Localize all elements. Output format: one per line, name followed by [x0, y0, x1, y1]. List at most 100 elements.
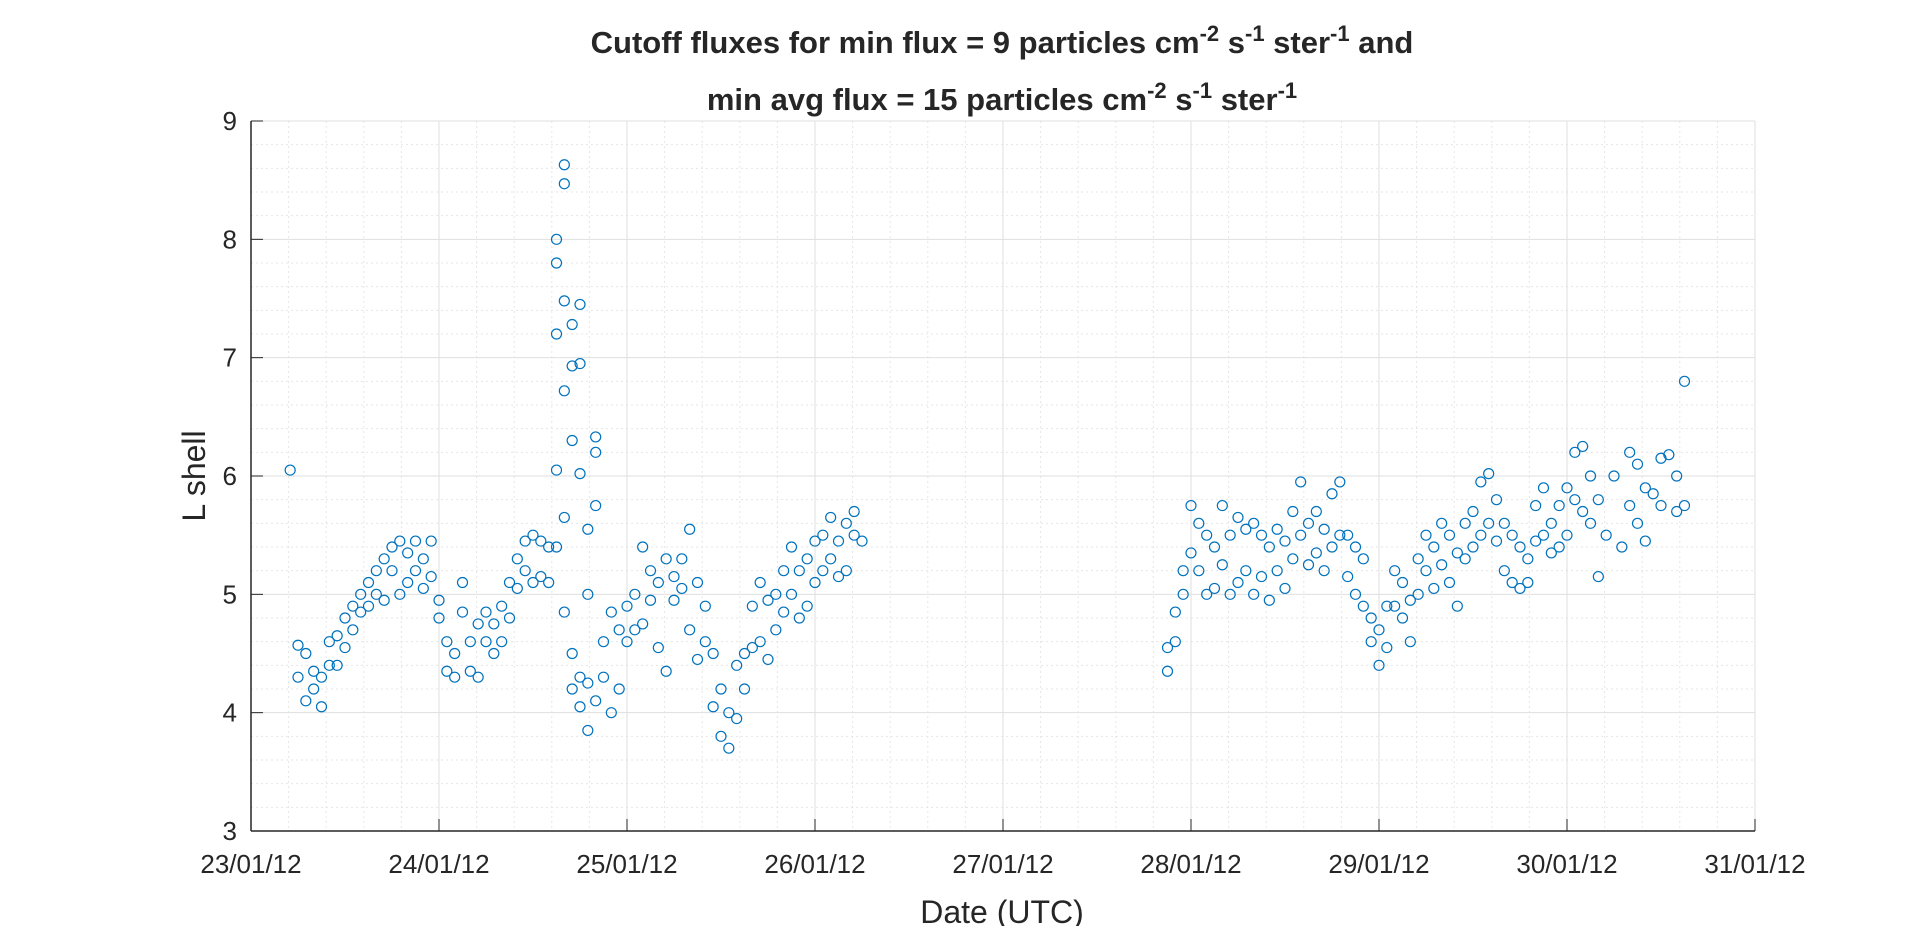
title-text: s — [1219, 25, 1245, 60]
point — [433, 612, 445, 624]
point — [825, 511, 837, 524]
point — [629, 588, 641, 600]
point — [644, 594, 657, 606]
point — [825, 553, 837, 565]
point — [1365, 612, 1377, 624]
point — [778, 606, 790, 618]
point — [715, 730, 727, 742]
point — [1561, 482, 1573, 494]
point — [441, 665, 453, 677]
chart-title: Cutoff fluxes for min flux = 9 particles… — [591, 21, 1414, 117]
point — [449, 647, 461, 660]
title-superscript: -2 — [1147, 78, 1167, 103]
title-text: Cutoff fluxes for min flux = 9 particles… — [591, 25, 1200, 60]
point — [1185, 499, 1197, 512]
point — [1569, 446, 1581, 458]
point — [1514, 541, 1526, 553]
point — [605, 606, 617, 618]
title-superscript: -1 — [1330, 21, 1350, 46]
point — [488, 618, 500, 630]
point — [339, 612, 351, 624]
point — [558, 511, 570, 524]
point — [762, 653, 774, 666]
point — [566, 683, 578, 695]
point — [1624, 499, 1636, 512]
point — [496, 600, 508, 612]
point — [558, 385, 570, 397]
point — [660, 665, 672, 677]
point — [1404, 636, 1416, 648]
point — [723, 742, 735, 754]
point — [355, 606, 367, 618]
point — [1412, 588, 1424, 600]
point — [1569, 494, 1581, 506]
point — [1671, 505, 1683, 518]
point — [1365, 636, 1377, 648]
point — [1592, 570, 1604, 583]
point — [386, 565, 398, 577]
point — [503, 612, 516, 624]
point — [339, 641, 351, 654]
point — [417, 553, 429, 565]
point — [1577, 505, 1589, 518]
point — [315, 671, 328, 683]
title-superscript: -1 — [1193, 78, 1213, 103]
point — [519, 535, 531, 547]
point — [1271, 523, 1283, 535]
point — [1342, 529, 1354, 541]
point — [1631, 458, 1644, 470]
point — [574, 298, 586, 311]
point — [566, 647, 578, 660]
point — [1608, 470, 1620, 482]
point — [809, 576, 821, 589]
point — [699, 600, 711, 612]
point — [1443, 529, 1456, 541]
point — [590, 499, 602, 512]
point — [731, 712, 743, 725]
point — [1396, 576, 1409, 589]
title-text: ster — [1265, 25, 1330, 60]
point — [1216, 559, 1228, 571]
point — [1537, 482, 1550, 494]
point — [1318, 523, 1330, 535]
point — [1396, 612, 1409, 624]
point — [684, 624, 696, 636]
point — [746, 641, 758, 654]
point — [378, 553, 390, 565]
point — [770, 624, 782, 636]
point — [527, 529, 539, 541]
x-axis-label: Date (UTC) — [920, 894, 1084, 926]
point — [378, 594, 390, 606]
point — [308, 665, 320, 677]
point — [362, 600, 375, 612]
point — [770, 588, 782, 600]
point — [691, 653, 704, 666]
point — [1287, 553, 1299, 565]
point — [386, 541, 398, 553]
point — [1506, 576, 1518, 589]
point — [1443, 576, 1456, 589]
point — [1302, 559, 1315, 571]
point — [1671, 470, 1683, 482]
point — [543, 576, 555, 589]
point — [1553, 541, 1565, 553]
point — [1592, 494, 1604, 506]
point — [1240, 523, 1252, 535]
point — [449, 671, 461, 683]
point — [574, 357, 586, 370]
y-tick-label: 9 — [223, 106, 237, 136]
point — [1428, 541, 1440, 553]
point — [1490, 535, 1503, 547]
point — [1373, 624, 1385, 636]
point — [809, 535, 821, 547]
point — [691, 576, 704, 589]
point — [1506, 529, 1518, 541]
point — [503, 576, 516, 589]
point — [1663, 449, 1675, 461]
point — [480, 606, 492, 618]
y-tick-label: 6 — [223, 461, 237, 491]
point — [1490, 494, 1503, 506]
point — [1530, 535, 1542, 547]
point — [347, 600, 359, 612]
